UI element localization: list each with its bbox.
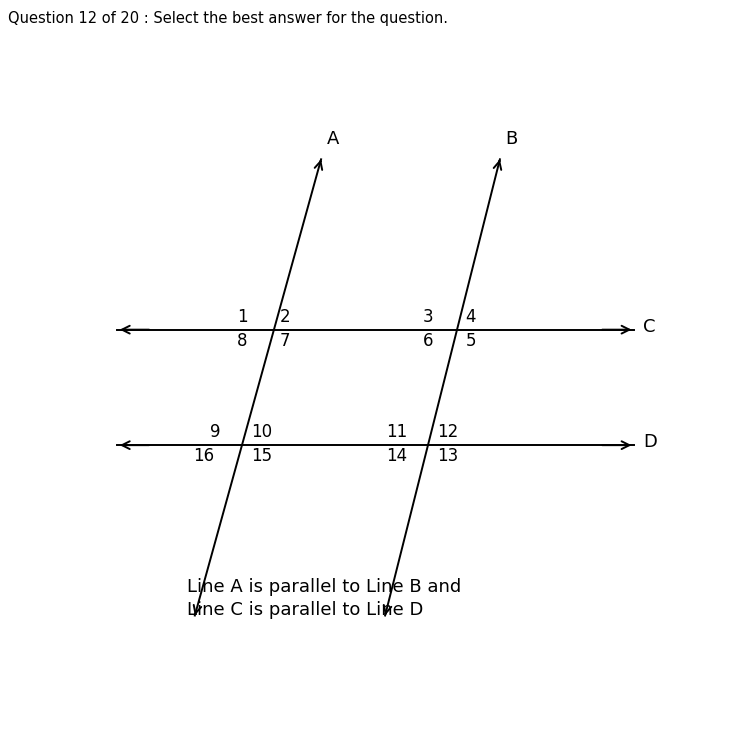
Text: B: B <box>506 130 518 148</box>
Text: 1: 1 <box>237 308 248 326</box>
Text: 13: 13 <box>436 447 458 465</box>
Text: 6: 6 <box>423 332 433 350</box>
Text: 15: 15 <box>251 447 272 465</box>
Text: 4: 4 <box>466 308 476 326</box>
Text: 5: 5 <box>466 332 476 350</box>
Text: Question 12 of 20 : Select the best answer for the question.: Question 12 of 20 : Select the best answ… <box>8 11 448 26</box>
Text: 14: 14 <box>386 447 408 465</box>
Text: 2: 2 <box>280 308 290 326</box>
Text: C: C <box>643 318 656 336</box>
Text: Line C is parallel to Line D: Line C is parallel to Line D <box>187 601 423 619</box>
Text: Line A is parallel to Line B and: Line A is parallel to Line B and <box>187 578 461 596</box>
Text: 8: 8 <box>237 332 248 350</box>
Text: 16: 16 <box>194 447 214 465</box>
Text: 3: 3 <box>423 308 433 326</box>
Text: 10: 10 <box>251 424 272 442</box>
Text: 9: 9 <box>210 424 220 442</box>
Text: 7: 7 <box>280 332 290 350</box>
Text: A: A <box>327 130 339 148</box>
Text: 12: 12 <box>436 424 458 442</box>
Text: D: D <box>643 433 657 451</box>
Text: 11: 11 <box>386 424 408 442</box>
